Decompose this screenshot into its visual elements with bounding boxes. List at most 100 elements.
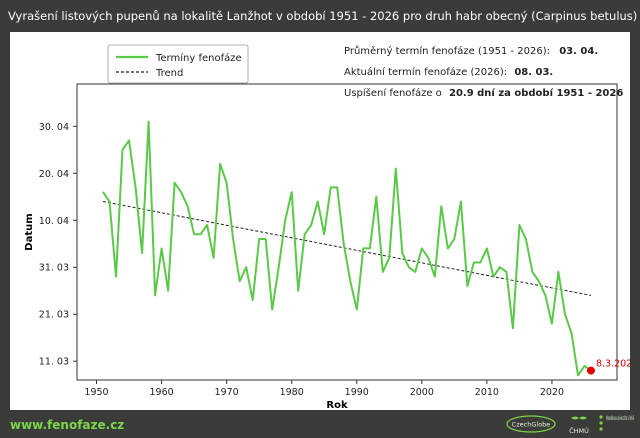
data-point xyxy=(154,294,156,297)
annotation-current: Aktuální termín fenofáze (2026): 08. 03. xyxy=(344,66,553,78)
data-point xyxy=(317,200,319,203)
data-point xyxy=(304,233,306,235)
y-tick-label: 21. 03 xyxy=(39,310,69,321)
annotation-shift-value: 20.9 dní za období 1951 - 2026 xyxy=(449,87,623,99)
data-point xyxy=(206,224,208,226)
y-axis-label: Datum xyxy=(24,213,35,250)
y-tick-label: 31. 03 xyxy=(39,263,69,274)
legend: Termíny fenofáze Trend xyxy=(107,44,249,84)
data-point xyxy=(102,191,104,193)
legend-label-trend: Trend xyxy=(155,68,183,79)
x-tick-label: 1980 xyxy=(280,387,304,398)
data-point xyxy=(271,308,273,311)
chmu-logo-mark xyxy=(571,416,587,420)
data-point xyxy=(421,247,423,250)
data-point xyxy=(167,290,169,292)
data-point xyxy=(531,271,534,273)
data-point xyxy=(121,149,124,151)
data-point xyxy=(570,332,573,334)
data-point xyxy=(278,266,280,268)
y-tick-label: 30. 04 xyxy=(39,122,69,133)
data-point xyxy=(583,365,586,367)
data-point xyxy=(453,238,455,240)
data-point xyxy=(388,257,390,259)
data-point xyxy=(226,182,228,184)
czechglobe-logo: CzechGlobe xyxy=(506,415,556,433)
mendelu-logo: Mendelova univerzita v Brně xyxy=(599,415,634,431)
data-point xyxy=(336,186,338,188)
data-point xyxy=(141,252,143,254)
data-point xyxy=(427,257,429,259)
data-point xyxy=(518,224,521,226)
legend-label-series: Termíny fenofáze xyxy=(155,52,242,64)
y-tick-label: 20. 04 xyxy=(39,169,69,180)
data-point xyxy=(375,196,377,198)
data-point xyxy=(245,266,247,268)
data-point xyxy=(440,205,442,207)
data-point xyxy=(128,139,130,141)
annotation-current-value: 08. 03. xyxy=(514,67,553,78)
data-point xyxy=(564,313,566,315)
czechglobe-logo-ring xyxy=(506,415,556,433)
data-point xyxy=(239,280,241,282)
annotation-shift: Uspíšení fenofáze o 20.9 dní za období 1… xyxy=(344,87,623,99)
data-point xyxy=(408,266,410,268)
data-point xyxy=(232,238,234,240)
data-point xyxy=(492,276,494,278)
data-point xyxy=(173,182,176,184)
data-point xyxy=(447,247,449,250)
data-point xyxy=(310,224,312,226)
data-point xyxy=(200,233,202,235)
footer-url[interactable]: www.fenofaze.cz xyxy=(10,418,125,432)
chart-title: Vyrašení listových pupenů na lokalitě La… xyxy=(8,9,638,23)
data-point xyxy=(147,120,150,123)
data-point xyxy=(291,191,293,193)
latest-point-marker xyxy=(586,366,595,375)
data-point xyxy=(466,285,468,287)
data-point xyxy=(557,271,560,273)
czechglobe-logo-text: CzechGlobe xyxy=(512,421,551,429)
data-point xyxy=(505,271,507,273)
x-tick-label: 2010 xyxy=(475,387,499,398)
data-point xyxy=(486,247,488,250)
line-chart: 1950 1960 1970 1980 1990 2000 2010 2020 11. 03 2… xyxy=(24,44,630,410)
data-point xyxy=(434,276,436,278)
data-point xyxy=(479,261,481,264)
data-point xyxy=(160,247,163,250)
x-tick-label: 2020 xyxy=(540,387,564,398)
data-point xyxy=(356,308,358,311)
data-point xyxy=(349,280,351,282)
plot-area xyxy=(76,83,618,381)
data-point xyxy=(180,191,182,193)
annotation-shift-label: Uspíšení fenofáze o xyxy=(344,87,442,99)
mendelu-logo-dot xyxy=(599,427,603,431)
x-tick-label: 1970 xyxy=(215,387,239,398)
data-point xyxy=(134,186,137,188)
annotation-average-label: Průměrný termín fenofáze (1951 - 2026): xyxy=(344,45,550,57)
data-point xyxy=(382,271,384,273)
y-tick-label: 11. 03 xyxy=(39,357,69,368)
data-point xyxy=(219,163,221,165)
data-point xyxy=(108,200,111,203)
data-point xyxy=(395,167,397,170)
annotation-average-value: 03. 04. xyxy=(559,46,598,57)
data-point xyxy=(577,374,579,376)
data-point xyxy=(213,257,215,259)
data-point xyxy=(401,252,403,254)
data-point xyxy=(115,276,117,278)
data-point xyxy=(512,327,514,329)
trend-line xyxy=(102,200,592,296)
data-point xyxy=(525,238,527,240)
stats-annotations: Průměrný termín fenofáze (1951 - 2026): … xyxy=(344,45,623,99)
latest-point-label: 8.3.2026 xyxy=(596,359,630,370)
plot-panel: 1950 1960 1970 1980 1990 2000 2010 2020 11. 03 2… xyxy=(10,32,630,410)
chmu-logo: ČHMÚ xyxy=(569,416,589,435)
x-tick-label: 1950 xyxy=(84,387,108,398)
data-point xyxy=(499,266,501,268)
data-point xyxy=(538,280,540,282)
data-point xyxy=(551,323,553,325)
data-point xyxy=(252,299,254,301)
data-point xyxy=(414,271,416,273)
phenophase-series-line xyxy=(102,120,592,377)
